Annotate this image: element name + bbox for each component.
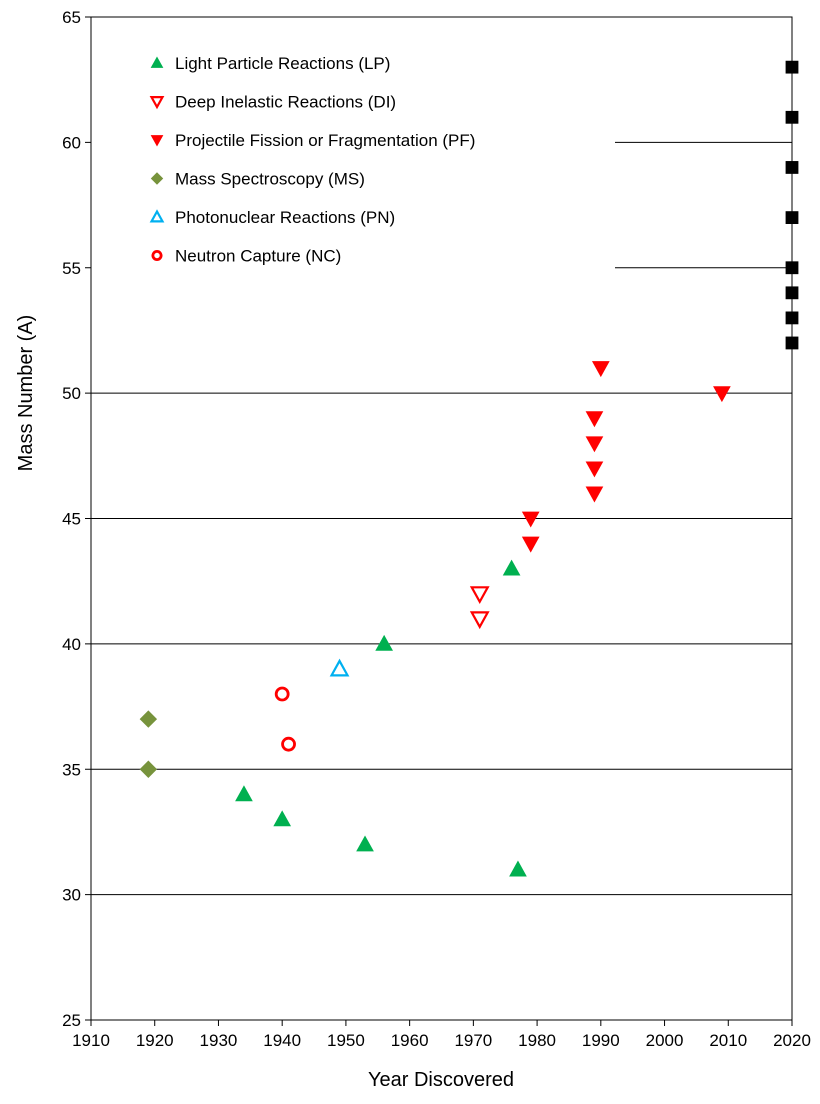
- y-tick-label: 30: [62, 886, 81, 905]
- data-point: [139, 710, 158, 728]
- legend-marker: [149, 95, 165, 110]
- data-point: [785, 261, 799, 275]
- data-point: [785, 110, 799, 124]
- legend-entry: Projectile Fission or Fragmentation (PF): [175, 131, 475, 150]
- data-point: [713, 386, 731, 403]
- data-point: [274, 686, 290, 702]
- y-axis-title: Mass Number (A): [15, 315, 37, 472]
- y-tick-label: 45: [62, 510, 81, 529]
- y-tick-label: 65: [62, 8, 81, 27]
- legend-marker: [149, 209, 165, 223]
- legend-marker: [150, 135, 164, 147]
- legend-entry: Light Particle Reactions (LP): [175, 54, 390, 73]
- x-tick-label: 1920: [136, 1031, 174, 1050]
- data-points: [139, 60, 799, 877]
- x-tick-label: 2000: [646, 1031, 684, 1050]
- x-tick-label: 1970: [454, 1031, 492, 1050]
- legend-entry: Mass Spectroscopy (MS): [175, 170, 365, 189]
- legend-entry: Neutron Capture (NC): [175, 247, 341, 266]
- legend: Light Particle Reactions (LP) Deep Inelas…: [149, 54, 475, 266]
- data-point: [273, 810, 292, 827]
- x-tick-label: 1980: [518, 1031, 556, 1050]
- data-point: [235, 785, 253, 802]
- x-tick-label: 1950: [327, 1031, 365, 1050]
- x-tick-label: 2010: [709, 1031, 747, 1050]
- x-tick-label: 1990: [582, 1031, 620, 1050]
- data-point: [785, 161, 799, 174]
- data-point: [281, 736, 296, 752]
- x-tick-label: 2020: [773, 1031, 811, 1050]
- data-point: [469, 611, 490, 630]
- data-point: [521, 536, 540, 553]
- data-point: [509, 860, 527, 877]
- data-point: [521, 511, 540, 528]
- x-tick-label: 1940: [263, 1031, 301, 1050]
- data-point: [585, 461, 604, 478]
- legend-marker: [151, 249, 163, 262]
- data-point: [585, 411, 604, 428]
- data-point: [591, 361, 610, 378]
- x-tick-label: 1910: [72, 1031, 110, 1050]
- y-tick-label: 50: [62, 384, 81, 403]
- data-point: [785, 60, 799, 74]
- data-point: [356, 835, 374, 852]
- x-tick-label: 1930: [200, 1031, 238, 1050]
- data-point: [375, 634, 393, 651]
- data-point: [139, 760, 158, 778]
- y-tick-label: 60: [62, 133, 81, 152]
- y-axis: 25 30 35 40 45 50 55 60 65: [62, 8, 91, 1030]
- legend-marker: [150, 172, 164, 185]
- y-tick-label: 35: [62, 760, 81, 779]
- data-point: [502, 559, 521, 576]
- legend-entry: Deep Inelastic Reactions (DI): [175, 93, 396, 112]
- x-axis-title: Year Discovered: [368, 1069, 514, 1091]
- gridlines: [91, 141, 792, 896]
- data-point: [785, 336, 799, 350]
- data-point: [585, 436, 604, 453]
- legend-entry: Photonuclear Reactions (PN): [175, 208, 395, 227]
- data-point: [785, 286, 799, 300]
- y-tick-label: 40: [62, 635, 81, 654]
- data-point: [329, 658, 350, 677]
- data-point: [585, 486, 604, 503]
- y-tick-label: 55: [62, 259, 81, 278]
- data-point: [469, 586, 490, 604]
- data-point: [785, 211, 799, 224]
- y-tick-label: 25: [62, 1011, 81, 1030]
- x-tick-label: 1960: [391, 1031, 429, 1050]
- data-point: [785, 311, 799, 325]
- x-axis: 1910 1920 1930 1940 1950 1960 1970 1980 1990 2000…: [72, 1020, 811, 1050]
- legend-marker: [150, 56, 164, 68]
